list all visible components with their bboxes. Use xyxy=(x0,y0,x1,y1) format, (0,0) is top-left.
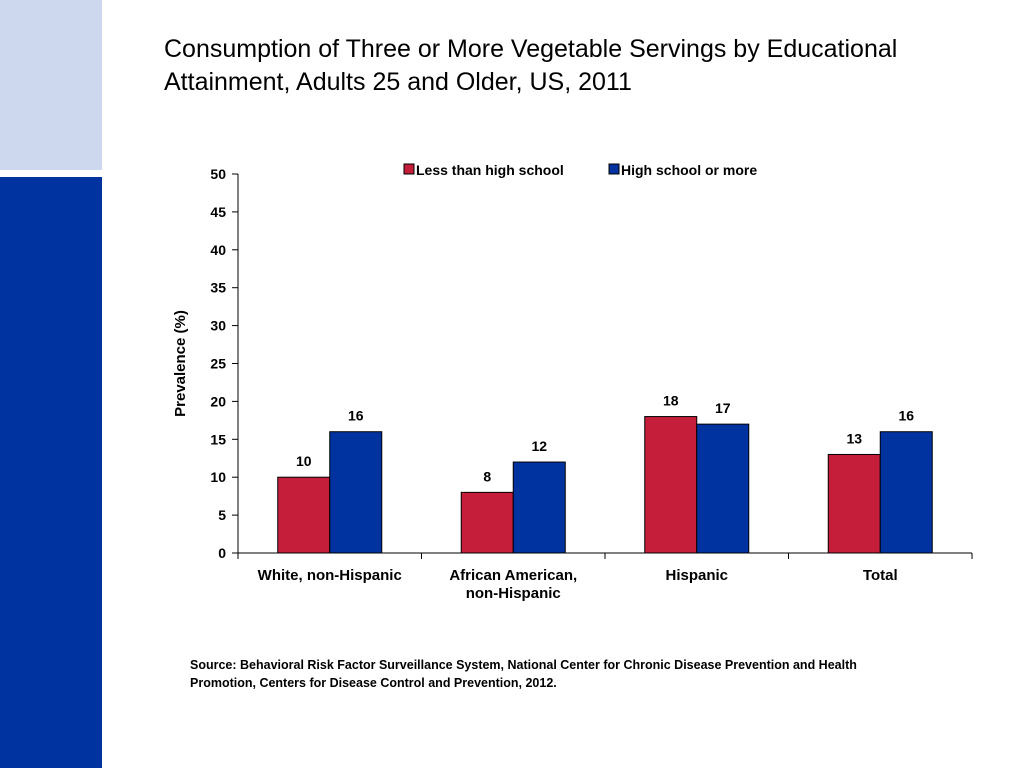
sidebar-light-block xyxy=(0,0,102,170)
slide-title-line-2: Attainment, Adults 25 and Older, US, 201… xyxy=(164,68,632,96)
slide-title-line-1: Consumption of Three or More Vegetable S… xyxy=(164,35,898,63)
data-label: 17 xyxy=(715,400,731,416)
slide-title: Consumption of Three or More Vegetable S… xyxy=(164,33,1014,99)
sidebar-dark-block xyxy=(0,177,102,768)
y-tick-label: 50 xyxy=(210,166,226,182)
data-label: 13 xyxy=(846,430,862,446)
bar xyxy=(644,416,698,554)
source-line-1: Source: Behavioral Risk Factor Surveilla… xyxy=(190,658,857,672)
legend-label: Less than high school xyxy=(416,162,564,178)
source-line-2: Promotion, Centers for Disease Control a… xyxy=(190,676,557,690)
x-tick-label: African American, xyxy=(449,567,577,584)
bar xyxy=(460,491,514,554)
y-tick-label: 15 xyxy=(210,431,226,447)
legend-swatch xyxy=(403,163,415,175)
legend-label: High school or more xyxy=(621,162,757,178)
y-tick-label: 20 xyxy=(210,393,226,409)
source-note: Source: Behavioral Risk Factor Surveilla… xyxy=(190,656,990,692)
data-label: 16 xyxy=(348,408,364,424)
bar xyxy=(512,461,566,554)
y-tick-label: 45 xyxy=(210,204,226,220)
y-tick-label: 10 xyxy=(210,469,226,485)
bar xyxy=(827,453,881,554)
bar xyxy=(329,431,383,554)
data-label: 18 xyxy=(663,393,679,409)
y-tick-label: 40 xyxy=(210,242,226,258)
x-tick-label: non-Hispanic xyxy=(466,585,561,602)
y-tick-label: 0 xyxy=(218,545,226,561)
bar xyxy=(696,423,750,554)
bar xyxy=(879,431,933,554)
data-label: 16 xyxy=(898,408,914,424)
bar xyxy=(277,476,331,554)
y-tick-label: 35 xyxy=(210,280,226,296)
x-tick-label: Total xyxy=(863,567,898,584)
legend-swatch xyxy=(608,163,620,175)
data-label: 8 xyxy=(483,468,491,484)
data-label: 12 xyxy=(531,438,547,454)
y-tick-label: 5 xyxy=(218,507,226,523)
x-tick-label: White, non-Hispanic xyxy=(258,567,402,584)
y-tick-label: 30 xyxy=(210,318,226,334)
data-label: 10 xyxy=(296,453,312,469)
x-tick-label: Hispanic xyxy=(665,567,728,584)
y-axis-title: Prevalence (%) xyxy=(172,310,189,417)
y-tick-label: 25 xyxy=(210,356,226,372)
